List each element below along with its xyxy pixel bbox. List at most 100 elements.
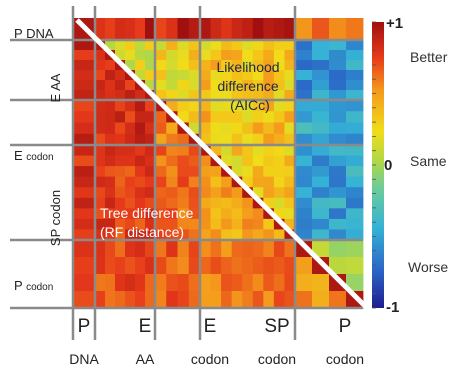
heatmap-cell: [221, 133, 233, 146]
heatmap-cell: [284, 240, 296, 258]
heatmap-cell: [312, 100, 330, 112]
heatmap-cell: [145, 176, 156, 188]
heatmap-cell: [73, 208, 96, 220]
heatmap-cell: [252, 80, 264, 91]
heatmap-cell: [135, 18, 146, 41]
heatmap-cell: [135, 111, 146, 123]
heatmap-cell: [73, 80, 96, 91]
heatmap-cell: [125, 155, 136, 167]
heatmap-cell: [273, 133, 285, 146]
heatmap-cell: [312, 274, 330, 292]
heatmap-cell: [125, 176, 136, 188]
heatmap-cell: [273, 240, 285, 258]
heatmap-cell: [115, 90, 126, 101]
heatmap-cell: [135, 70, 146, 81]
row-label-p-dna: P DNA: [14, 26, 54, 41]
column-labels-top: P E E SP P: [78, 316, 352, 337]
heatmap-cell: [210, 111, 222, 123]
heatmap-cell: [177, 133, 190, 146]
heatmap-cell: [145, 240, 156, 258]
heatmap-cell: [329, 145, 347, 156]
heatmap-cell: [252, 155, 264, 167]
heatmap-cell: [346, 70, 364, 81]
heatmap-cell: [105, 166, 116, 178]
heatmap-cell: [145, 18, 156, 41]
heatmap-cell: [145, 155, 156, 167]
heatmap-cell: [210, 50, 222, 61]
heatmap-cell: [221, 122, 233, 135]
colorbar-tick-minus1: -1: [386, 299, 399, 316]
heatmap-cell: [312, 208, 330, 220]
heatmap-cell: [95, 208, 106, 220]
heatmap-cell: [125, 229, 136, 241]
heatmap-cell: [105, 291, 116, 309]
heatmap-cell: [242, 291, 254, 309]
heatmap-cell: [273, 111, 285, 123]
heatmap-cell: [135, 257, 146, 275]
heatmap-cell: [242, 208, 254, 220]
heatmap-cell: [188, 291, 201, 309]
heatmap-cell: [312, 18, 330, 41]
heatmap-cell: [263, 60, 275, 71]
heatmap-cell: [329, 40, 347, 51]
heatmap-cell: [166, 274, 178, 292]
heatmap-cell: [105, 122, 116, 135]
heatmap-cell: [105, 100, 116, 112]
heatmap-cell: [188, 187, 201, 199]
heatmap-cell: [166, 176, 178, 188]
heatmap-cell: [145, 100, 156, 112]
heatmap-cell: [135, 50, 146, 61]
heatmap-cell: [105, 197, 116, 209]
heatmap-cell: [188, 111, 201, 123]
heatmap-cell: [242, 40, 254, 51]
heatmap-cell: [284, 166, 296, 178]
heatmap-cell: [115, 218, 126, 230]
heatmap-cell: [252, 166, 264, 178]
heatmap-cell: [252, 18, 264, 41]
heatmap-cell: [135, 155, 146, 167]
heatmap-cell: [231, 60, 243, 71]
heatmap-cell: [295, 229, 313, 241]
heatmap-cell: [295, 111, 313, 123]
heatmap-cell: [284, 80, 296, 91]
heatmap-cell: [210, 240, 222, 258]
heatmap-cell: [115, 166, 126, 178]
heatmap-cell: [346, 133, 364, 146]
heatmap-cell: [105, 145, 116, 156]
heatmap-cell: [73, 122, 96, 135]
heatmap-cell: [145, 133, 156, 146]
heatmap-cell: [295, 80, 313, 91]
heatmap-cell: [73, 229, 96, 241]
heatmap-cell: [284, 291, 296, 309]
heatmap-cell: [273, 122, 285, 135]
heatmap-cell: [105, 240, 116, 258]
heatmap-cell: [95, 145, 106, 156]
heatmap-cell: [284, 122, 296, 135]
heatmap-cell: [155, 166, 167, 178]
heatmap-cell: [210, 187, 222, 199]
heatmap-cell: [210, 229, 222, 241]
heatmap-cell: [210, 208, 222, 220]
heatmap-cell: [284, 50, 296, 61]
heatmap-cell: [188, 80, 201, 91]
heatmap-cell: [166, 50, 178, 61]
col-top-e-aa: E: [139, 316, 152, 337]
heatmap-cell: [155, 90, 167, 101]
heatmap-cell: [200, 18, 211, 41]
heatmap-cell: [73, 291, 96, 309]
heatmap-cell: [231, 166, 243, 178]
heatmap-cell: [242, 274, 254, 292]
heatmap-cell: [200, 90, 211, 101]
heatmap-cell: [73, 240, 96, 258]
heatmap-cell: [105, 133, 116, 146]
heatmap-cell: [177, 274, 190, 292]
heatmap-cell: [95, 100, 106, 112]
heatmap-cell: [200, 80, 211, 91]
heatmap-cell: [73, 40, 96, 51]
heatmap-cell: [312, 111, 330, 123]
heatmap-cell: [145, 208, 156, 220]
heatmap-cell: [200, 208, 211, 220]
heatmap-cell: [95, 166, 106, 178]
heatmap-cell: [231, 50, 243, 61]
heatmap-cell: [284, 18, 296, 41]
